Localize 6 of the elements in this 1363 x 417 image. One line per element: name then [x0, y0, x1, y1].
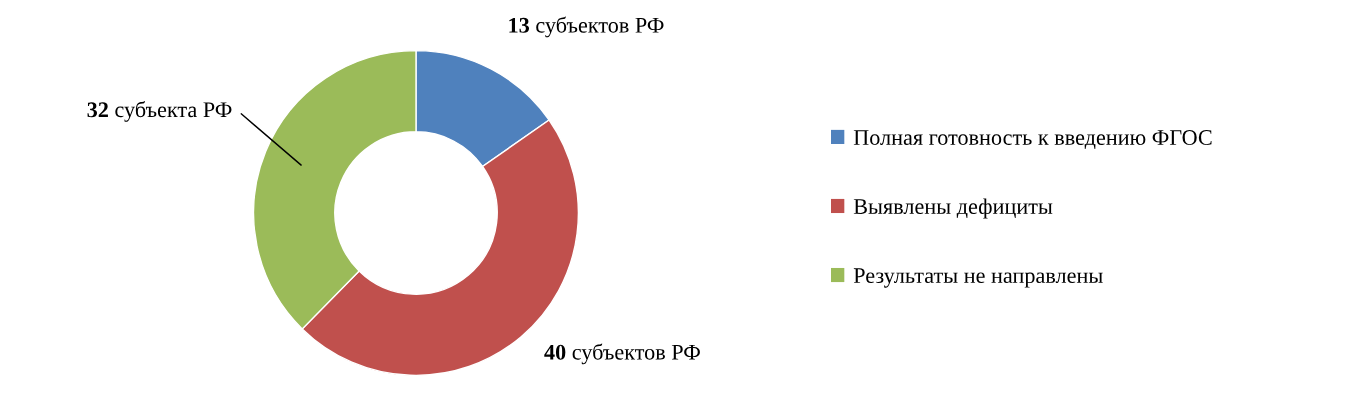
data-label: 40 субъектов РФ [544, 343, 700, 365]
legend-label: Результаты не направлены [853, 268, 1103, 288]
legend-label: Выявлены дефициты [853, 198, 1053, 219]
data-label: 13 субъектов РФ [509, 16, 664, 38]
legend-label: Полная готовность к введению ФГОС [853, 130, 1212, 150]
data-label: 32 субъекта РФ [87, 101, 232, 122]
